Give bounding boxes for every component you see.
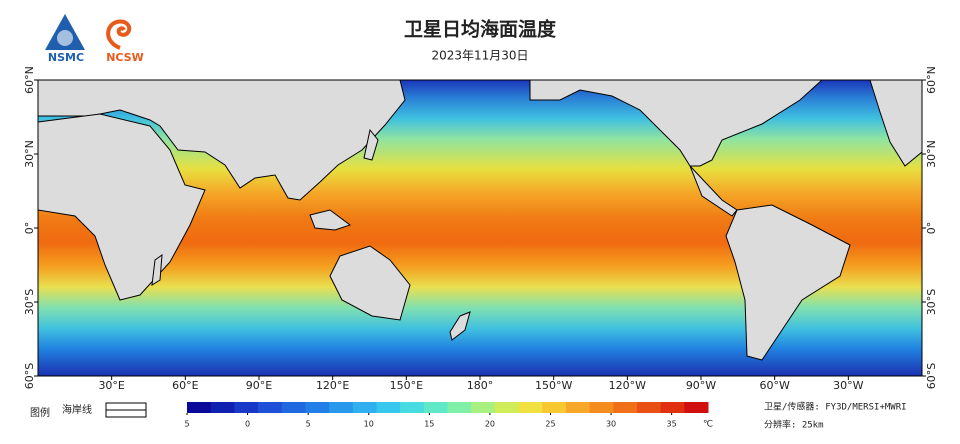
lat-label: 0° — [23, 222, 36, 235]
colorbar-cell — [352, 402, 377, 413]
lon-label: 180° — [467, 379, 494, 392]
lat-label: 0° — [925, 222, 938, 235]
resolution: 分辨率: 25km — [764, 419, 824, 431]
colorbar-label: 30 — [606, 420, 616, 429]
colorbar-cell — [305, 402, 330, 413]
colorbar-label: 35 — [667, 420, 677, 429]
lat-label: 30°N — [23, 140, 36, 168]
lon-label: 120°W — [609, 379, 646, 392]
logo-text: NCSW — [106, 51, 144, 64]
lon-label: 30°E — [98, 379, 124, 392]
colorbar-cell — [376, 402, 401, 413]
colorbar-cell — [636, 402, 662, 413]
lon-label: 90°E — [246, 379, 272, 392]
title: 卫星日均海面温度 — [404, 18, 557, 41]
colorbar-label: 0 — [245, 420, 250, 429]
colorbar-cell — [210, 402, 235, 413]
colorbar-label: 15 — [424, 420, 434, 429]
colorbar-cell — [542, 402, 567, 413]
colorbar-cell — [565, 402, 591, 413]
logo-text: NSMC — [48, 51, 84, 64]
colorbar-cell — [660, 402, 685, 413]
lon-label: 30°W — [833, 379, 863, 392]
colorbar-cell — [187, 402, 212, 413]
legend-title: 图例 — [30, 406, 50, 419]
logo-nsmc: NSMC — [45, 14, 85, 64]
logo-ncsw: NCSW — [106, 19, 144, 64]
satellite: 卫星/传感器: FY3D/MERSI+MWRI — [764, 401, 907, 413]
lat-label: 60°S — [925, 363, 938, 389]
colorbar-cell — [589, 402, 614, 413]
colorbar-cell — [234, 402, 259, 413]
lat-label: 30°S — [925, 289, 938, 315]
lon-label: 60°W — [759, 379, 789, 392]
colorbar-label: 10 — [364, 420, 374, 429]
colorbar-label: 5 — [306, 420, 311, 429]
colorbar-cell — [329, 402, 354, 413]
land — [37, 79, 923, 361]
colorbar-cell — [471, 402, 496, 413]
colorbar-label: 25 — [545, 420, 555, 429]
lat-label: 60°S — [23, 363, 36, 389]
legend-coastline: 海岸线 — [62, 403, 92, 416]
colorbar-label: 5 — [184, 420, 189, 429]
colorbar-cell — [400, 402, 425, 413]
colorbar-cell — [281, 402, 306, 413]
colorbar-unit: ℃ — [703, 420, 713, 430]
colorbar-cell — [423, 402, 448, 413]
colorbar-cell — [494, 402, 520, 413]
lat-label: 60°N — [23, 66, 36, 94]
lat-label: 30°S — [23, 289, 36, 315]
date: 2023年11月30日 — [431, 49, 528, 63]
lat-label: 30°N — [925, 140, 938, 168]
lat-label: 60°N — [925, 66, 938, 94]
lon-label: 60°E — [172, 379, 198, 392]
colorbar-cell — [518, 402, 543, 413]
lon-label: 150°W — [535, 379, 572, 392]
lon-label: 150°E — [390, 379, 423, 392]
colorbar-cell — [258, 402, 283, 413]
lon-label: 120°E — [316, 379, 349, 392]
lon-label: 90°W — [686, 379, 716, 392]
colorbar-cell — [684, 402, 709, 413]
colorbar-label: 20 — [485, 420, 495, 429]
colorbar-cell — [447, 402, 472, 413]
map — [37, 79, 923, 377]
colorbar-cell — [613, 402, 638, 413]
